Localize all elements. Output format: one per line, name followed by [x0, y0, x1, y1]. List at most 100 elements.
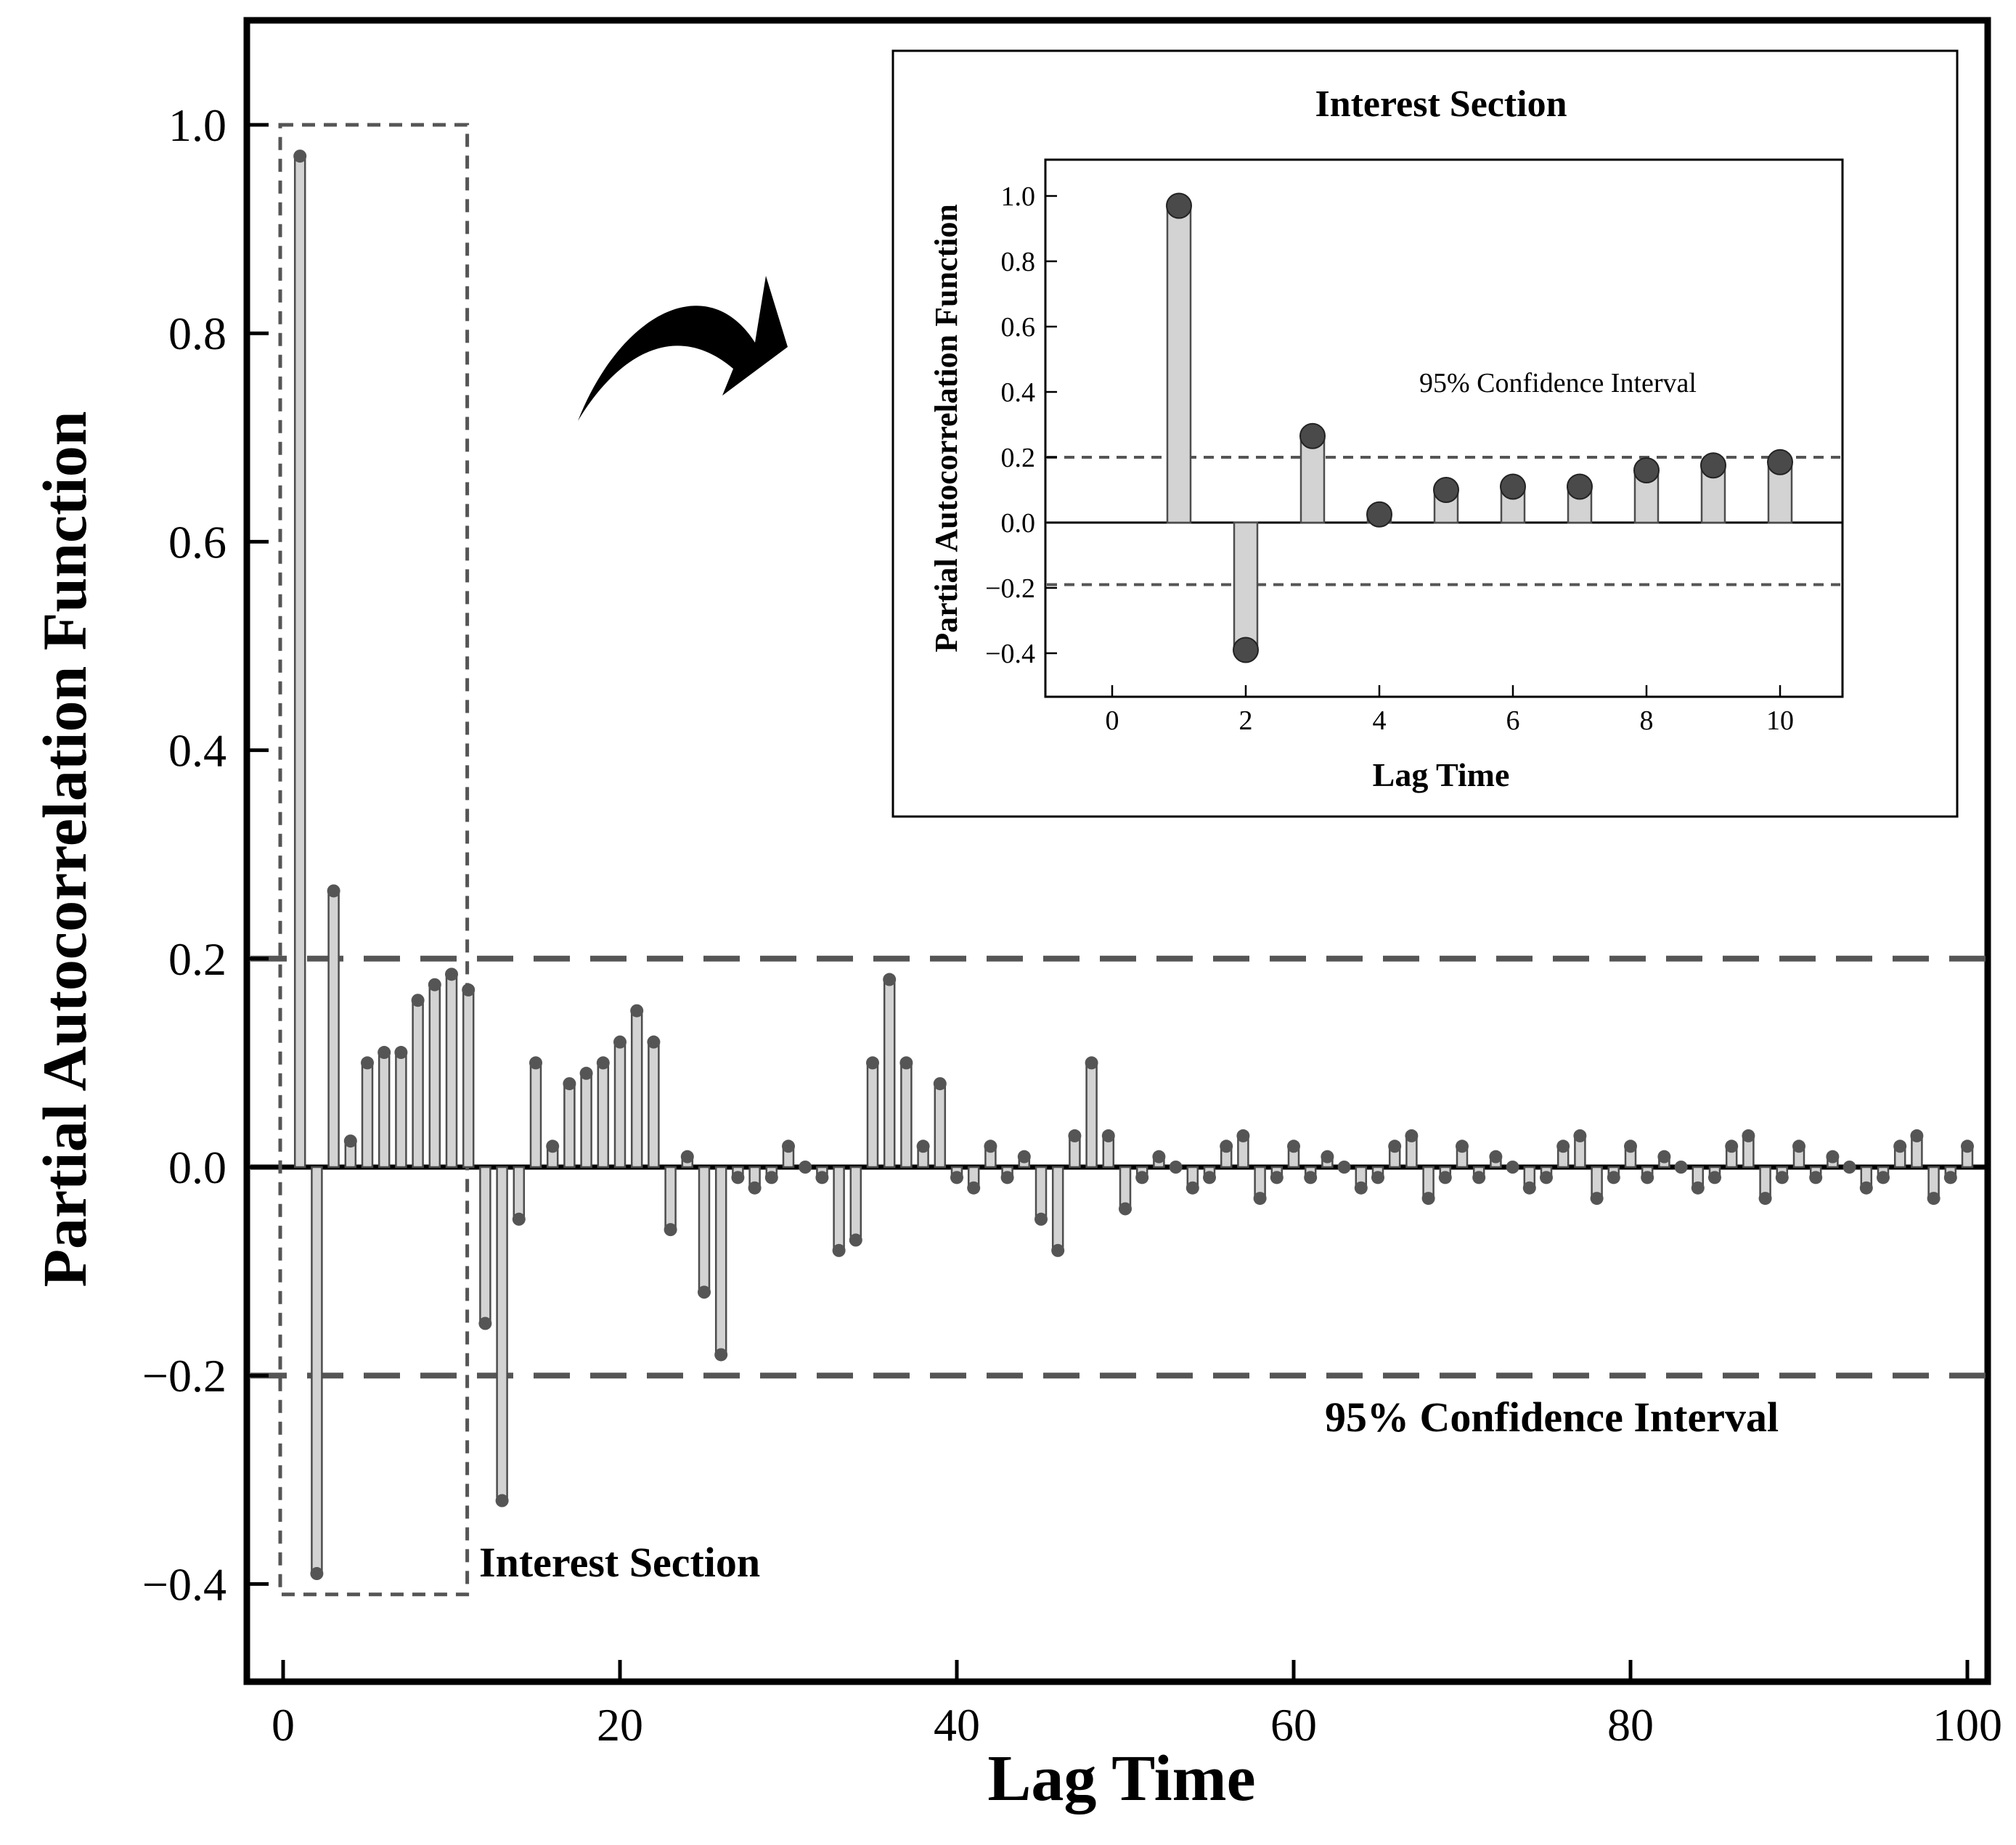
point-lag-18: [579, 1066, 593, 1080]
inset-bar-lag-1: [1166, 205, 1192, 524]
point-lag-29: [764, 1171, 778, 1185]
point-lag-94: [1859, 1181, 1873, 1195]
point-lag-10: [445, 968, 458, 981]
stem-lag-45: [1034, 1166, 1048, 1221]
inset-point-lag-5: [1433, 477, 1459, 503]
point-lag-53: [1169, 1161, 1183, 1174]
main-x-axis: 0 20 40 60 80 100: [272, 1660, 2002, 1751]
point-lag-82: [1657, 1150, 1671, 1163]
point-lag-3: [327, 884, 340, 898]
point-lag-90: [1792, 1140, 1805, 1153]
point-lag-52: [1152, 1150, 1166, 1163]
stem-lag-5: [361, 1062, 374, 1169]
inset-point-lag-7: [1567, 473, 1593, 500]
main-panel: 1.00.80.60.40.20.0−0.2−0.4 0 20 40 60 80 100 …: [30, 17, 2002, 1815]
inset-outer-frame: [891, 49, 1959, 818]
inset-x-tick-label: 10: [1766, 705, 1794, 736]
curved-arrow-icon: [578, 276, 788, 421]
point-lag-12: [478, 1317, 492, 1330]
y-tick-label: 0.4: [168, 725, 227, 777]
inset-y-tick-label: 0.4: [1001, 377, 1036, 408]
point-lag-68: [1421, 1192, 1435, 1206]
stem-lag-37: [900, 1062, 913, 1169]
inset-point-lag-6: [1500, 473, 1526, 500]
point-lag-5: [361, 1056, 374, 1070]
stem-lag-34: [849, 1166, 862, 1241]
point-lag-50: [1119, 1202, 1132, 1216]
stem-lag-1: [293, 155, 306, 1169]
inset-x-axis: 0 2 4 6 8 10: [1106, 685, 1794, 736]
main-confidence-lines: [250, 955, 1988, 1379]
point-lag-100: [1961, 1140, 1974, 1153]
point-lag-21: [630, 1004, 644, 1018]
inset-point-lag-9: [1700, 452, 1726, 479]
point-lag-70: [1456, 1140, 1469, 1153]
point-lag-37: [899, 1056, 913, 1070]
point-lag-48: [1085, 1056, 1098, 1070]
main-markers: [293, 150, 1974, 1581]
point-lag-65: [1371, 1171, 1384, 1185]
inset-panel: Interest Section 1.0 0.8 0.6 0.4 0.2 0.0 −0.2 −…: [891, 49, 1959, 818]
point-lag-26: [714, 1348, 728, 1362]
point-lag-24: [680, 1150, 694, 1163]
x-tick-label: 80: [1607, 1699, 1654, 1751]
point-lag-32: [815, 1171, 829, 1185]
x-tick-label: 60: [1270, 1699, 1317, 1751]
point-lag-31: [799, 1161, 812, 1174]
main-x-axis-title: Lag Time: [987, 1743, 1255, 1815]
point-lag-57: [1236, 1129, 1250, 1142]
stem-lag-26: [714, 1166, 727, 1356]
point-lag-76: [1556, 1140, 1570, 1153]
point-lag-45: [1034, 1212, 1048, 1226]
y-tick-label: 0.8: [168, 308, 227, 359]
point-lag-85: [1708, 1171, 1721, 1185]
y-tick-label: −0.4: [142, 1558, 227, 1610]
point-lag-69: [1438, 1171, 1452, 1185]
y-tick-label: −0.2: [142, 1350, 227, 1402]
point-lag-84: [1691, 1181, 1705, 1195]
point-lag-22: [647, 1035, 661, 1049]
stem-lag-35: [866, 1062, 879, 1169]
inset-point-lag-4: [1366, 501, 1392, 528]
point-lag-91: [1809, 1171, 1823, 1185]
inset-x-axis-title: Lag Time: [1373, 756, 1510, 793]
interest-section-rect: [278, 123, 470, 1597]
inset-y-tick-label: −0.2: [985, 573, 1035, 604]
point-lag-41: [967, 1181, 981, 1195]
point-lag-97: [1910, 1129, 1924, 1142]
point-lag-60: [1287, 1140, 1300, 1153]
stem-lag-8: [412, 999, 424, 1169]
point-lag-75: [1540, 1171, 1553, 1185]
stem-lag-48: [1085, 1062, 1098, 1169]
inset-point-lag-8: [1633, 457, 1660, 483]
point-lag-54: [1185, 1181, 1199, 1195]
point-lag-27: [731, 1171, 745, 1185]
point-lag-93: [1842, 1161, 1856, 1174]
y-tick-label: 0.2: [168, 933, 227, 985]
x-tick-label: 20: [597, 1699, 643, 1751]
point-lag-98: [1927, 1192, 1940, 1206]
stem-lag-3: [327, 890, 340, 1169]
inset-plot-frame: [1044, 158, 1844, 698]
point-lag-47: [1068, 1129, 1082, 1142]
inset-bar-lag-2: [1233, 521, 1259, 651]
inset-y-tick-label: 0.0: [1001, 508, 1036, 539]
point-lag-86: [1725, 1140, 1739, 1153]
stem-lag-13: [496, 1166, 508, 1502]
main-confidence-label: 95% Confidence Interval: [1325, 1394, 1779, 1441]
point-lag-44: [1017, 1150, 1031, 1163]
inset-point-lag-2: [1233, 637, 1259, 663]
point-lag-42: [984, 1140, 997, 1153]
point-lag-36: [883, 973, 897, 986]
inset-point-lag-1: [1166, 192, 1192, 219]
point-lag-71: [1472, 1171, 1486, 1185]
inset-point-lag-10: [1767, 449, 1793, 475]
point-lag-43: [1000, 1171, 1014, 1185]
point-lag-89: [1775, 1171, 1789, 1185]
point-lag-59: [1270, 1171, 1284, 1185]
y-tick-label: 0.0: [168, 1142, 227, 1193]
point-lag-40: [950, 1171, 963, 1185]
point-lag-49: [1101, 1129, 1115, 1142]
stem-lag-19: [597, 1062, 610, 1169]
